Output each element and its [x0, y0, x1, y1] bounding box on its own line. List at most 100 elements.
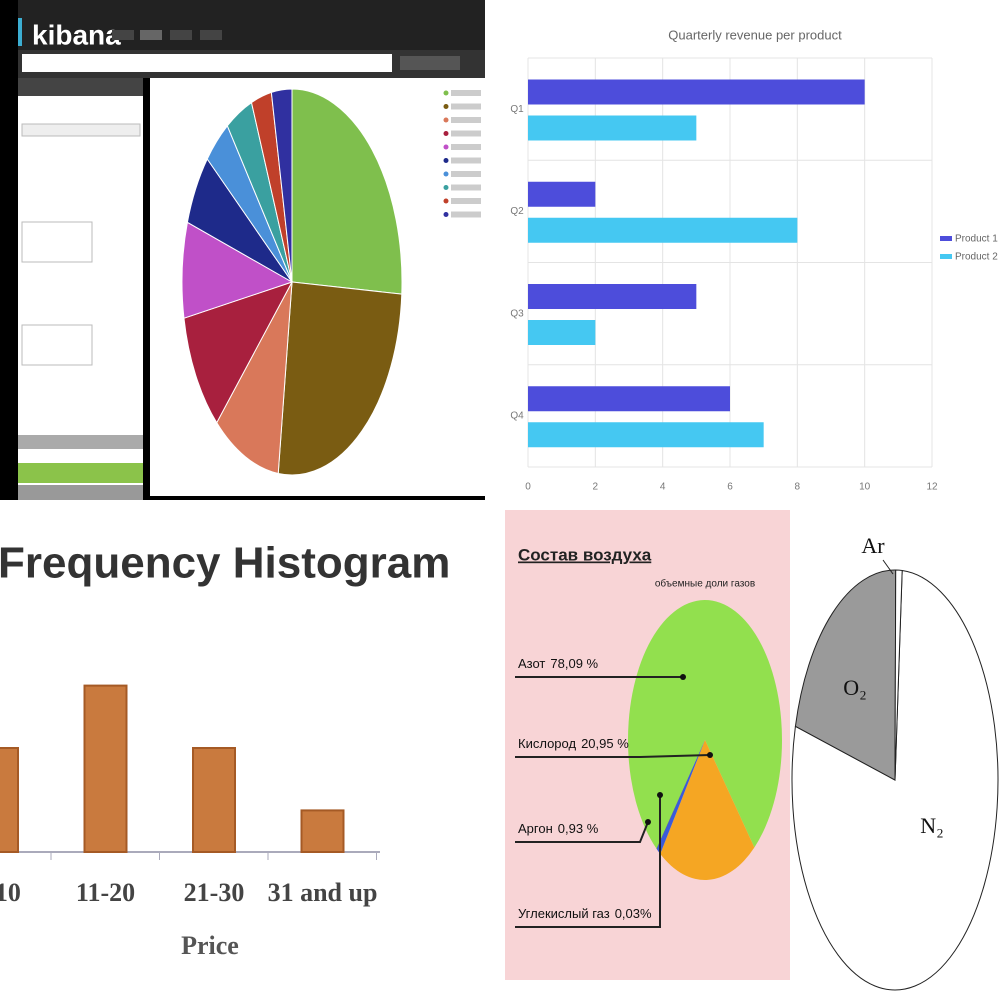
- legend-swatch: [443, 144, 449, 150]
- sidebar-header: [18, 78, 143, 96]
- bar: [528, 422, 764, 448]
- logo: kibana: [32, 19, 121, 50]
- pie-slice: [656, 740, 705, 849]
- x-tick-label: 21-30: [184, 878, 245, 907]
- value-label: 20,95 %: [581, 736, 629, 751]
- pie-slice: [894, 569, 903, 781]
- y-tick-label: Q4: [510, 411, 524, 422]
- legend-swatch: [443, 171, 449, 177]
- legend-entry: [451, 211, 481, 218]
- histogram-panel: Frequency Histogram Price 1-10 11-20 21-30…: [0, 539, 450, 960]
- legend-swatch: [443, 158, 449, 163]
- bar: [528, 115, 697, 141]
- x-tick-label: 1-10: [0, 878, 21, 907]
- value-label: 0,93 %: [558, 821, 599, 836]
- pie-slice: [216, 281, 293, 475]
- legend-swatch: [443, 117, 449, 123]
- legend-entry: [451, 198, 481, 204]
- pie-slice: [794, 569, 897, 781]
- legend-entry: [451, 90, 481, 96]
- category-name: Углекислый газ: [518, 906, 610, 921]
- legend-entry: [451, 157, 481, 164]
- x-tick-label: 6: [727, 482, 733, 493]
- top-bar: [18, 0, 485, 50]
- pie-slice: [270, 88, 293, 283]
- legend-label: Product 1: [955, 234, 998, 245]
- bar: [528, 181, 596, 207]
- x-tick-label: 2: [593, 482, 599, 493]
- button[interactable]: [18, 485, 143, 500]
- category-name: Азот: [518, 656, 545, 671]
- leader-dot: [657, 792, 663, 798]
- bar: [528, 386, 730, 412]
- chart-title: Frequency Histogram: [0, 539, 450, 588]
- logo-mark: [18, 18, 22, 46]
- leader-dot: [680, 674, 686, 680]
- x-tick-label: 12: [926, 482, 938, 493]
- kibana-panel: kibana: [0, 0, 485, 500]
- bar: [528, 284, 697, 309]
- bar: [528, 320, 596, 345]
- slice-label: Ar: [861, 533, 885, 558]
- nav-item[interactable]: [170, 30, 192, 40]
- pie-chart: [181, 88, 481, 476]
- slice-label: N₂: [920, 813, 944, 838]
- x-axis-label: Price: [181, 931, 239, 960]
- legend-label: Product 2: [955, 252, 998, 263]
- x-tick-label: 31 and up: [268, 878, 378, 907]
- chart-title: Quarterly revenue per product: [668, 27, 842, 42]
- legend-swatch: [940, 254, 952, 259]
- leader-dot: [645, 819, 651, 825]
- x-tick-label: 8: [795, 482, 801, 493]
- air-pie-panel: N₂ O₂ Ar: [791, 533, 999, 991]
- leader-line: [882, 559, 894, 575]
- pie-slice: [183, 281, 294, 424]
- y-tick-label: Q3: [510, 308, 524, 319]
- bar: [192, 747, 236, 853]
- air-pie-panel: Состав воздуха объемные доли газов Азот 7…: [505, 510, 790, 980]
- pie-slice: [291, 88, 403, 295]
- legend-swatch: [443, 90, 449, 96]
- y-tick-label: Q2: [510, 206, 524, 217]
- legend-swatch: [443, 185, 449, 190]
- apply-button[interactable]: [18, 463, 143, 483]
- x-tick-label: 10: [859, 482, 871, 493]
- slice-label: O₂: [843, 675, 867, 700]
- nav-item[interactable]: [140, 30, 162, 40]
- nav-item[interactable]: [112, 30, 134, 40]
- slice-label: Углекислый газ 0,03%: [518, 906, 652, 921]
- leader-line: [515, 821, 649, 843]
- category-name: Аргон: [518, 821, 553, 836]
- category-name: Кислород: [518, 736, 576, 751]
- legend-entry: [451, 103, 481, 110]
- leader-line: [515, 795, 661, 928]
- legend-entry: [451, 184, 481, 191]
- bar: [528, 79, 865, 105]
- pie-slice: [660, 740, 755, 880]
- legend-entry: [451, 117, 481, 123]
- bar-chart-panel: Quarterly revenue per product 0 2 4 6 8 10 12 Q…: [510, 27, 998, 492]
- textarea[interactable]: [21, 221, 93, 263]
- pie-slice: [181, 221, 294, 319]
- legend-swatch: [443, 198, 449, 204]
- slice-label: Аргон 0,93 %: [518, 821, 599, 836]
- x-tick-label: 11-20: [76, 878, 135, 907]
- x-tick-label: 0: [525, 482, 531, 493]
- button[interactable]: [18, 435, 143, 449]
- y-tick-label: Q1: [510, 104, 524, 115]
- leader-dot: [707, 752, 713, 758]
- search-input[interactable]: [22, 54, 392, 72]
- legend-entry: [451, 144, 481, 150]
- select[interactable]: [21, 123, 141, 137]
- value-label: 78,09 %: [550, 656, 598, 671]
- legend-swatch: [443, 104, 449, 109]
- slice-label: Азот 78,09 %: [518, 656, 599, 671]
- pie-slice: [656, 740, 705, 854]
- pie-slice: [277, 281, 403, 476]
- textarea[interactable]: [21, 324, 93, 366]
- chart-subtitle: объемные доли газов: [655, 578, 755, 590]
- toolbar[interactable]: [400, 56, 460, 70]
- bar: [300, 809, 345, 854]
- nav-item[interactable]: [200, 30, 222, 40]
- slice-label: Кислород 20,95 %: [518, 736, 629, 751]
